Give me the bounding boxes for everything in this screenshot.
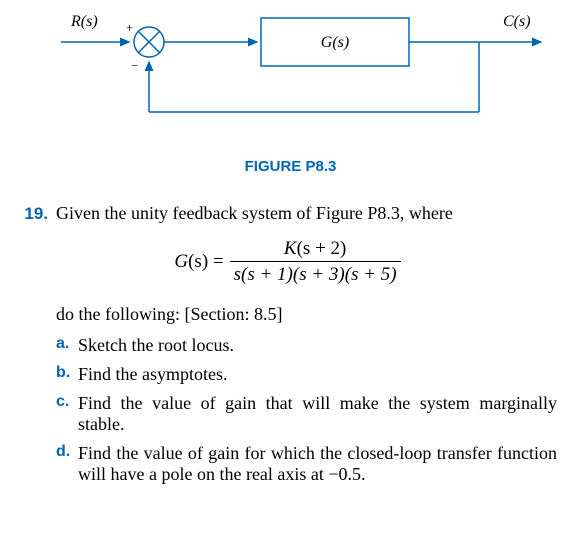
input-label: R(s) bbox=[70, 13, 98, 30]
sub-text-c: Find the value of gain that will make th… bbox=[78, 393, 557, 435]
subitem-a: a. Sketch the root locus. bbox=[56, 335, 557, 356]
problem-block: 19. Given the unity feedback system of F… bbox=[0, 203, 581, 485]
equation: G(s) = K(s + 2) s(s + 1)(s + 3)(s + 5) bbox=[18, 238, 557, 286]
sub-label-b: b. bbox=[56, 364, 78, 385]
plus-sign: + bbox=[126, 20, 133, 35]
sub-text-d: Find the value of gain for which the clo… bbox=[78, 443, 557, 485]
do-line: do the following: [Section: 8.5] bbox=[56, 304, 557, 325]
problem-number: 19. bbox=[18, 204, 48, 224]
problem-intro-text: Given the unity feedback system of Figur… bbox=[56, 203, 557, 224]
eq-den-text: s(s + 1)(s + 3)(s + 5) bbox=[234, 264, 397, 285]
eq-lhs-arg: (s) bbox=[188, 251, 208, 272]
subitem-b: b. Find the asymptotes. bbox=[56, 364, 557, 385]
minus-sign: − bbox=[131, 58, 138, 73]
eq-numerator: K(s + 2) bbox=[280, 238, 350, 261]
sub-text-b: Find the asymptotes. bbox=[78, 364, 557, 385]
block-label: G(s) bbox=[320, 34, 348, 51]
sub-label-c: c. bbox=[56, 393, 78, 435]
sub-label-d: d. bbox=[56, 443, 78, 485]
equation-fraction: K(s + 2) s(s + 1)(s + 3)(s + 5) bbox=[230, 238, 401, 286]
block-diagram: R(s) + − G(s) C(s) bbox=[0, 12, 581, 140]
subitem-d: d. Find the value of gain for which the … bbox=[56, 443, 557, 485]
subitem-c: c. Find the value of gain that will make… bbox=[56, 393, 557, 435]
output-label: C(s) bbox=[503, 13, 531, 30]
eq-num-k: K bbox=[284, 238, 297, 259]
sub-text-a: Sketch the root locus. bbox=[78, 335, 557, 356]
problem-intro-row: 19. Given the unity feedback system of F… bbox=[18, 203, 557, 224]
sub-label-a: a. bbox=[56, 335, 78, 356]
figure-caption: FIGURE P8.3 bbox=[0, 158, 581, 175]
equation-lhs: G(s) = bbox=[174, 251, 223, 273]
eq-lhs-var: G bbox=[174, 251, 188, 272]
feedback-diagram-svg: R(s) + − G(s) C(s) bbox=[31, 12, 551, 140]
eq-equals: = bbox=[208, 251, 223, 272]
eq-denominator: s(s + 1)(s + 3)(s + 5) bbox=[230, 261, 401, 286]
eq-num-paren: (s + 2) bbox=[297, 238, 347, 259]
